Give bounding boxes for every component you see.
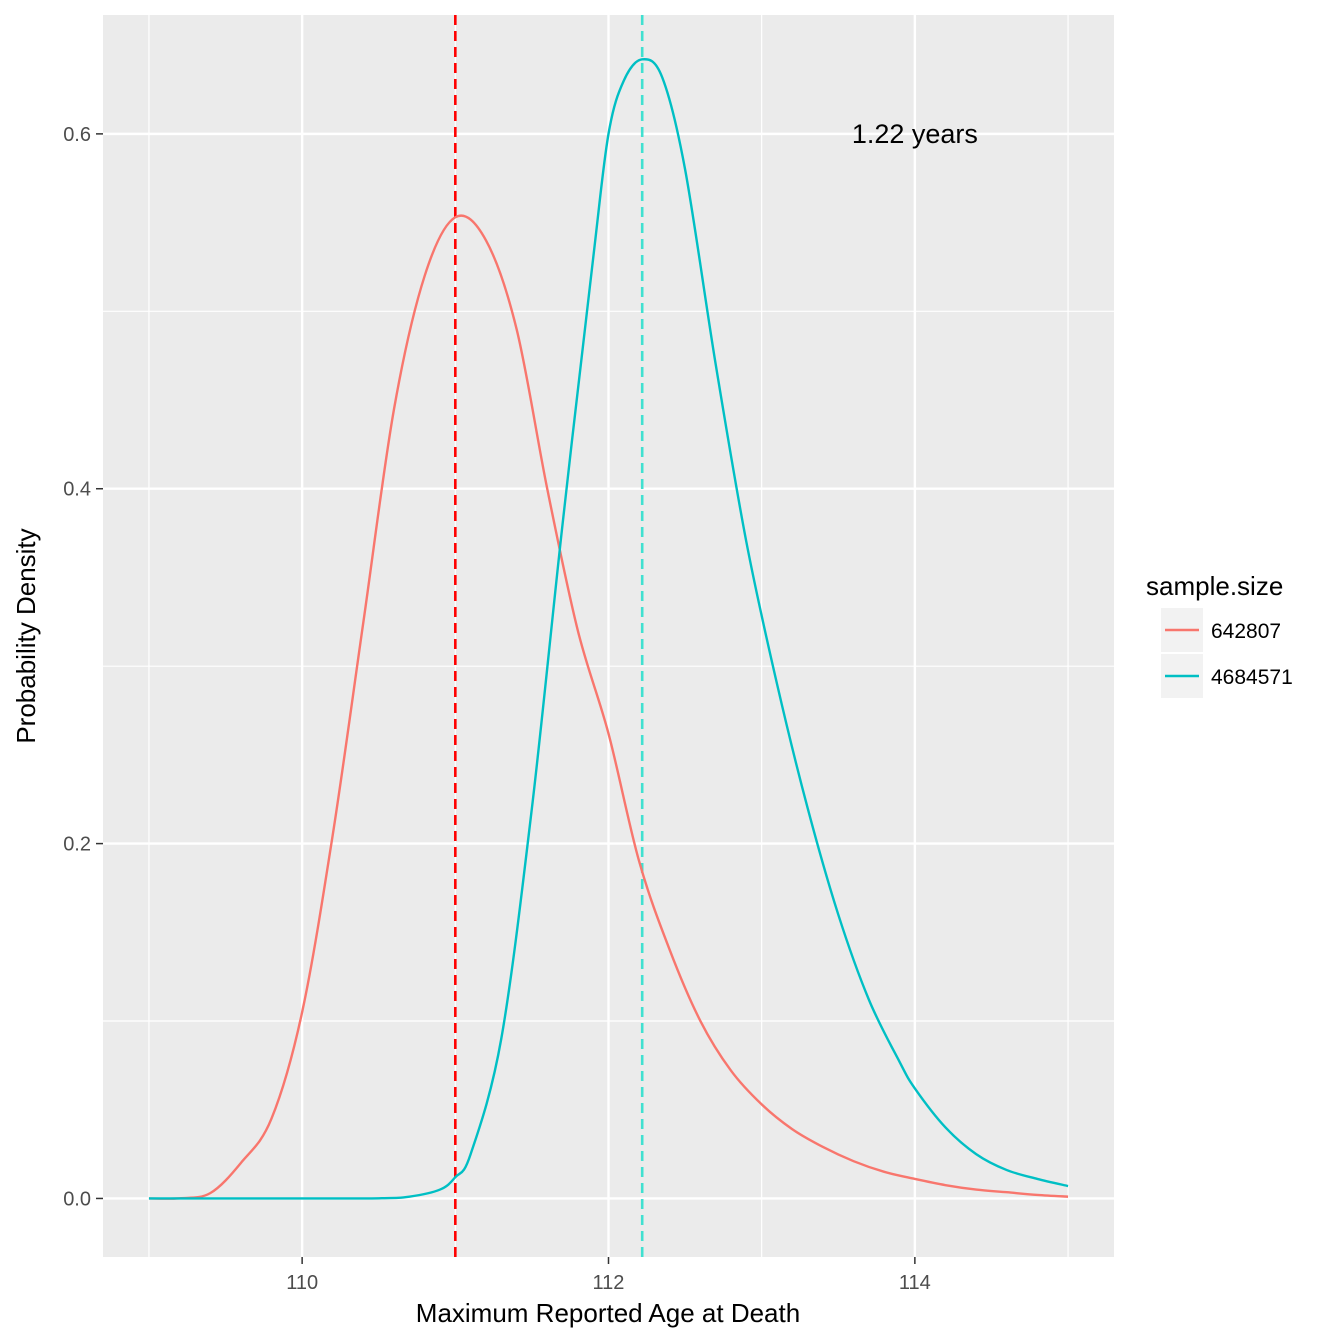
annotation-text: 1.22 years	[852, 119, 978, 149]
series-lines	[148, 58, 1069, 1200]
y-tick-label: 0.2	[63, 834, 91, 856]
legend-label-642807: 642807	[1211, 620, 1281, 643]
x-axis: 110 112 114	[286, 1257, 931, 1294]
y-tick-label: 0.0	[63, 1188, 91, 1210]
y-axis: 0.0 0.2 0.4 0.6	[63, 124, 103, 1210]
y-tick-label: 0.6	[63, 124, 91, 146]
y-tick-label: 0.4	[63, 479, 91, 501]
legend: sample.size 642807 4684571	[1146, 571, 1293, 698]
series-line-642807	[148, 214, 1069, 1200]
series-line-4684571	[148, 58, 1069, 1200]
x-tick-label: 110	[286, 1272, 318, 1294]
x-axis-title: Maximum Reported Age at Death	[416, 1298, 800, 1328]
x-tick-label: 112	[593, 1272, 625, 1294]
annotations: 1.22 years	[852, 119, 978, 149]
legend-title: sample.size	[1146, 571, 1283, 601]
legend-label-4684571: 4684571	[1211, 666, 1293, 689]
x-tick-label: 114	[899, 1272, 931, 1294]
y-axis-title: Probability Density	[11, 528, 41, 743]
